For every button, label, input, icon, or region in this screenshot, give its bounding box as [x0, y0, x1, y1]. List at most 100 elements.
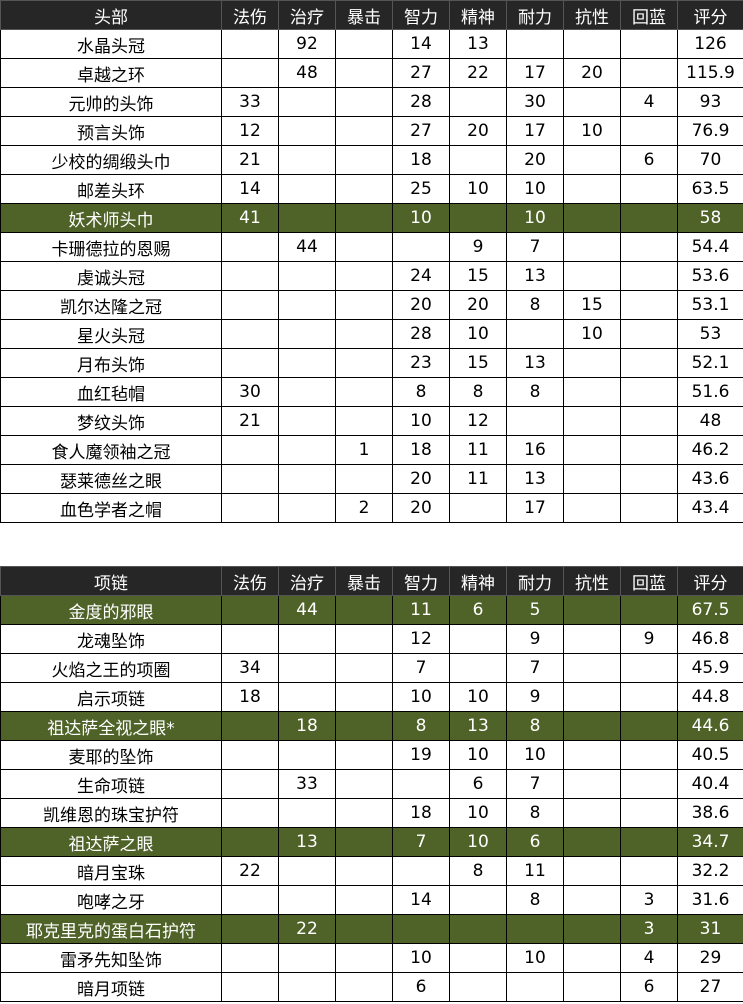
stat-cell[interactable]	[278, 319, 336, 349]
stat-cell[interactable]: 13	[278, 827, 336, 857]
column-header[interactable]: 精神	[449, 0, 507, 30]
stat-cell[interactable]	[620, 406, 678, 436]
stat-cell[interactable]: 16	[506, 435, 564, 465]
column-header[interactable]: 回蓝	[620, 566, 678, 596]
stat-cell[interactable]: 58	[677, 203, 743, 233]
stat-cell[interactable]: 115.9	[677, 58, 743, 88]
stat-cell[interactable]	[278, 348, 336, 378]
stat-cell[interactable]	[620, 493, 678, 523]
stat-cell[interactable]	[335, 261, 393, 291]
stat-cell[interactable]: 20	[506, 145, 564, 175]
stat-cell[interactable]	[563, 87, 621, 117]
stat-cell[interactable]: 28	[392, 319, 450, 349]
stat-cell[interactable]: 76.9	[677, 116, 743, 146]
stat-cell[interactable]: 43.4	[677, 493, 743, 523]
stat-cell[interactable]: 93	[677, 87, 743, 117]
stat-cell[interactable]	[449, 972, 507, 1002]
stat-cell[interactable]	[563, 769, 621, 799]
stat-cell[interactable]: 12	[392, 624, 450, 654]
stat-cell[interactable]	[278, 290, 336, 320]
stat-cell[interactable]: 5	[506, 595, 564, 625]
item-name-cell[interactable]: 梦纹头饰	[0, 406, 222, 436]
stat-cell[interactable]	[335, 406, 393, 436]
stat-cell[interactable]	[335, 145, 393, 175]
stat-cell[interactable]	[221, 261, 279, 291]
stat-cell[interactable]	[221, 319, 279, 349]
column-header[interactable]: 暴击	[335, 0, 393, 30]
stat-cell[interactable]	[278, 145, 336, 175]
stat-cell[interactable]	[278, 116, 336, 146]
stat-cell[interactable]	[335, 740, 393, 770]
stat-cell[interactable]	[335, 595, 393, 625]
stat-cell[interactable]	[221, 232, 279, 262]
stat-cell[interactable]: 10	[506, 174, 564, 204]
item-name-cell[interactable]: 启示项链	[0, 682, 222, 712]
stat-cell[interactable]: 15	[563, 290, 621, 320]
item-name-cell[interactable]: 邮差头环	[0, 174, 222, 204]
stat-cell[interactable]	[449, 493, 507, 523]
item-name-cell[interactable]: 耶克里克的蛋白石护符	[0, 914, 222, 944]
item-name-cell[interactable]: 食人魔领袖之冠	[0, 435, 222, 465]
stat-cell[interactable]	[563, 145, 621, 175]
stat-cell[interactable]: 53.1	[677, 290, 743, 320]
stat-cell[interactable]: 18	[392, 145, 450, 175]
stat-cell[interactable]	[563, 682, 621, 712]
stat-cell[interactable]: 8	[449, 856, 507, 886]
stat-cell[interactable]: 21	[221, 145, 279, 175]
column-header[interactable]: 头部	[0, 0, 222, 30]
stat-cell[interactable]: 12	[449, 406, 507, 436]
stat-cell[interactable]	[506, 29, 564, 59]
stat-cell[interactable]	[620, 348, 678, 378]
stat-cell[interactable]: 27	[392, 58, 450, 88]
stat-cell[interactable]: 34	[221, 653, 279, 683]
stat-cell[interactable]: 20	[449, 116, 507, 146]
stat-cell[interactable]	[335, 377, 393, 407]
stat-cell[interactable]: 10	[449, 827, 507, 857]
stat-cell[interactable]: 9	[506, 682, 564, 712]
stat-cell[interactable]: 30	[221, 377, 279, 407]
stat-cell[interactable]	[335, 203, 393, 233]
stat-cell[interactable]	[278, 682, 336, 712]
stat-cell[interactable]: 10	[506, 943, 564, 973]
stat-cell[interactable]	[278, 464, 336, 494]
item-name-cell[interactable]: 预言头饰	[0, 116, 222, 146]
stat-cell[interactable]	[335, 856, 393, 886]
stat-cell[interactable]: 48	[677, 406, 743, 436]
stat-cell[interactable]: 8	[506, 711, 564, 741]
stat-cell[interactable]	[221, 711, 279, 741]
stat-cell[interactable]	[392, 856, 450, 886]
stat-cell[interactable]	[563, 914, 621, 944]
stat-cell[interactable]	[335, 711, 393, 741]
stat-cell[interactable]	[278, 406, 336, 436]
stat-cell[interactable]	[449, 943, 507, 973]
stat-cell[interactable]	[278, 798, 336, 828]
stat-cell[interactable]: 17	[506, 116, 564, 146]
stat-cell[interactable]: 8	[449, 377, 507, 407]
stat-cell[interactable]: 8	[506, 290, 564, 320]
stat-cell[interactable]: 18	[392, 798, 450, 828]
stat-cell[interactable]: 1	[335, 435, 393, 465]
stat-cell[interactable]	[335, 58, 393, 88]
column-header[interactable]: 项链	[0, 566, 222, 596]
stat-cell[interactable]	[563, 406, 621, 436]
stat-cell[interactable]	[620, 827, 678, 857]
stat-cell[interactable]: 44	[278, 595, 336, 625]
stat-cell[interactable]: 10	[392, 203, 450, 233]
stat-cell[interactable]: 10	[449, 740, 507, 770]
item-name-cell[interactable]: 血色学者之帽	[0, 493, 222, 523]
stat-cell[interactable]: 13	[506, 464, 564, 494]
stat-cell[interactable]: 45.9	[677, 653, 743, 683]
stat-cell[interactable]: 6	[449, 769, 507, 799]
stat-cell[interactable]	[221, 493, 279, 523]
stat-cell[interactable]: 92	[278, 29, 336, 59]
stat-cell[interactable]: 11	[449, 464, 507, 494]
stat-cell[interactable]	[563, 827, 621, 857]
stat-cell[interactable]: 3	[620, 914, 678, 944]
stat-cell[interactable]: 18	[392, 435, 450, 465]
stat-cell[interactable]	[449, 885, 507, 915]
stat-cell[interactable]	[506, 406, 564, 436]
stat-cell[interactable]: 7	[506, 232, 564, 262]
stat-cell[interactable]	[278, 87, 336, 117]
stat-cell[interactable]: 11	[506, 856, 564, 886]
stat-cell[interactable]: 11	[449, 435, 507, 465]
